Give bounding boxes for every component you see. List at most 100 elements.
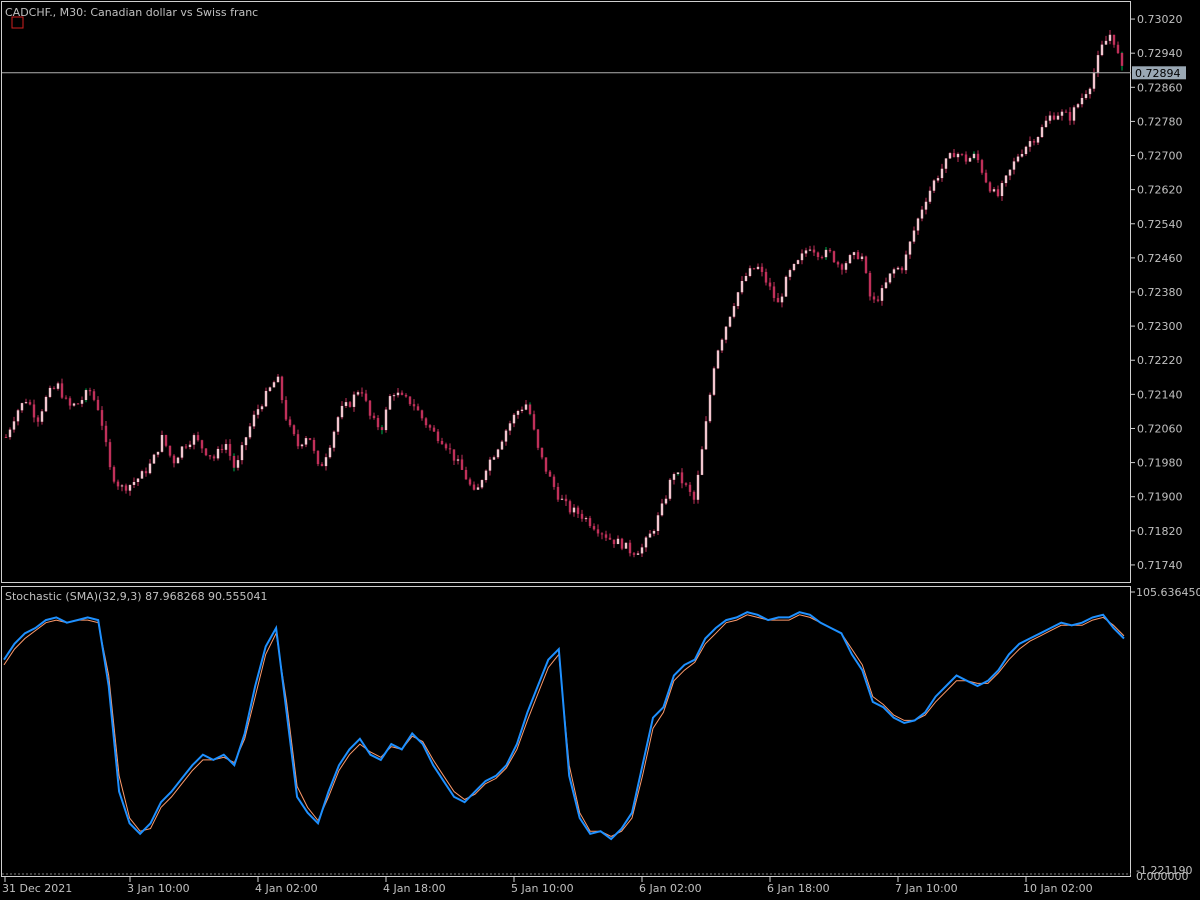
candle (1084, 90, 1088, 100)
candle-body (468, 479, 472, 485)
candle-body (964, 154, 968, 162)
candle-body (512, 414, 516, 424)
candle (996, 185, 1000, 198)
candle (960, 153, 964, 157)
candle-body (1020, 153, 1024, 157)
candle (232, 453, 236, 472)
candle-body (1044, 120, 1048, 128)
price-tick-label: 0.72860 (1137, 81, 1183, 94)
candle-body (376, 418, 380, 428)
candle (844, 261, 848, 274)
candle (1024, 145, 1028, 156)
candle (88, 387, 92, 396)
candle (496, 448, 500, 459)
candle-body (896, 267, 900, 270)
candle (312, 437, 316, 454)
candle (344, 398, 348, 409)
price-tick-label: 0.71820 (1137, 525, 1183, 538)
candle (4, 434, 8, 438)
candle-body (316, 450, 320, 465)
candle (328, 445, 332, 459)
candle-body (252, 414, 256, 427)
candle-body (392, 395, 396, 397)
candle (456, 455, 460, 465)
candle-body (432, 427, 436, 432)
candle-body (340, 405, 344, 418)
candle (76, 403, 80, 405)
candle-body (148, 463, 152, 474)
candle-body (396, 392, 400, 396)
candle (948, 152, 952, 160)
candle-body (176, 457, 180, 464)
candle-body (452, 449, 456, 461)
candle (764, 268, 768, 286)
candle-body (352, 394, 356, 407)
candle (840, 263, 844, 275)
candle (600, 532, 604, 540)
candle-body (636, 553, 640, 555)
candle (116, 479, 120, 490)
candle (832, 250, 836, 264)
candle-body (1076, 104, 1080, 108)
candle-body (232, 455, 236, 468)
candle-body (580, 513, 584, 519)
candle-body (348, 402, 352, 407)
candle (544, 457, 548, 474)
candle (924, 197, 928, 215)
candle-body (308, 438, 312, 440)
candle (472, 481, 476, 491)
candle (1076, 103, 1080, 109)
candle (568, 499, 572, 515)
candle (1020, 149, 1024, 158)
candle (1080, 93, 1084, 108)
candle (448, 443, 452, 454)
candle (968, 156, 972, 162)
candle (420, 409, 424, 421)
candle-body (372, 415, 376, 419)
candle-body (912, 230, 916, 242)
candle-body (956, 153, 960, 158)
price-tick-label: 0.73020 (1137, 13, 1183, 26)
time-tick-label: 5 Jan 10:00 (511, 882, 574, 895)
candle-body (968, 158, 972, 162)
candle-body (44, 396, 48, 412)
candle (592, 523, 596, 531)
candle (248, 423, 252, 440)
candle-body (828, 249, 832, 252)
candle (892, 267, 896, 278)
candle-body (336, 417, 340, 432)
candle-body (60, 383, 64, 398)
candle (732, 303, 736, 319)
candle (500, 439, 504, 450)
candle-body (908, 241, 912, 255)
candle (1116, 41, 1120, 54)
candle-body (536, 429, 540, 448)
candle-body (52, 387, 56, 389)
candle (120, 484, 124, 492)
candle-body (16, 410, 20, 422)
candle (1000, 180, 1004, 202)
candle-body (1112, 34, 1116, 45)
candle-body (132, 481, 136, 485)
candle-body (1088, 88, 1092, 95)
candle (408, 396, 412, 406)
candle-body (548, 471, 552, 477)
candle-body (644, 537, 648, 548)
candle (324, 453, 328, 471)
one-click-trading-toggle[interactable] (11, 16, 24, 29)
candle (56, 381, 60, 391)
candle-body (628, 542, 632, 554)
price-axis: 0.73020 0.72940 0.72860 0.72780 0.72700 0.726… (1131, 13, 1183, 572)
candle-body (816, 252, 820, 258)
candle-body (212, 456, 216, 459)
candle-body (256, 409, 260, 415)
candle (548, 469, 552, 477)
candle-body (544, 457, 548, 472)
candle (932, 179, 936, 194)
candle-body (288, 419, 292, 426)
candle-body (440, 441, 444, 445)
candle-body (768, 282, 772, 287)
candle (1064, 109, 1068, 113)
candle (1120, 51, 1124, 71)
candle (8, 427, 12, 440)
